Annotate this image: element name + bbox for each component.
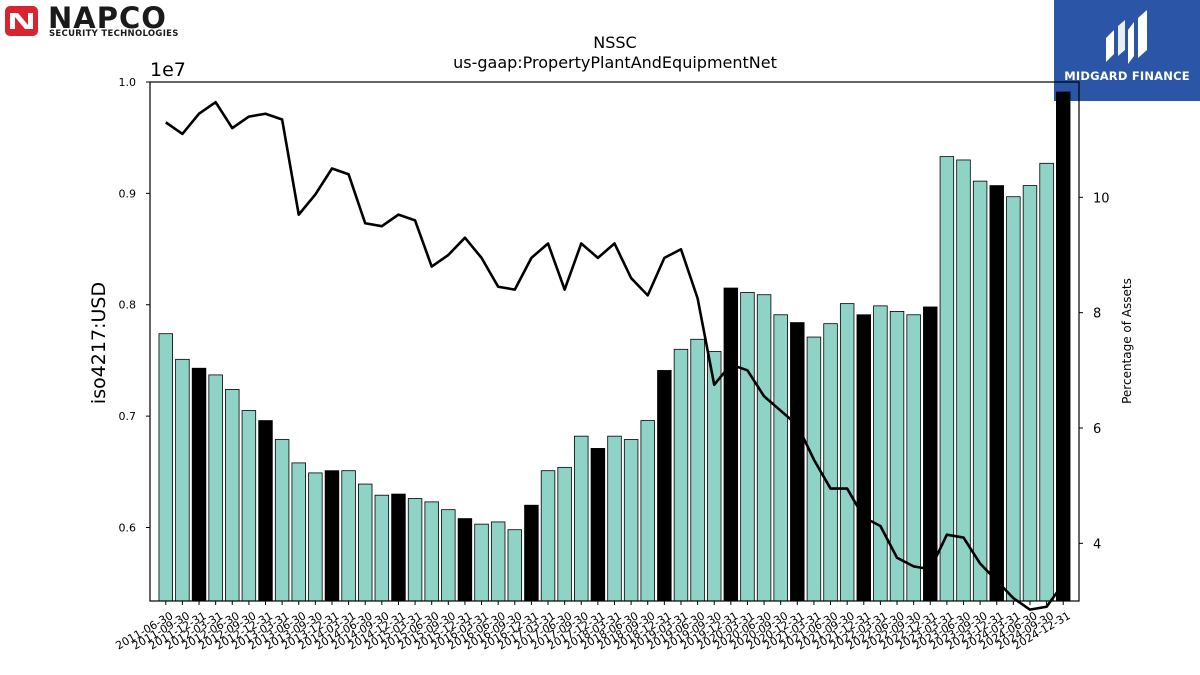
midgard-logo-icon [1106, 10, 1147, 64]
series-line [165, 100, 1065, 611]
napco-logo-icon [5, 6, 38, 36]
bar [574, 435, 589, 602]
chart-title: NSSC [593, 33, 636, 52]
bar [972, 180, 988, 602]
bar [241, 410, 257, 602]
bar [507, 529, 523, 602]
midgard-finance-text: MIDGARD FINANCE [1064, 69, 1190, 83]
bar [657, 370, 672, 602]
bar [823, 323, 838, 602]
bar [175, 358, 190, 602]
bar [590, 448, 606, 602]
bar [225, 388, 240, 602]
bar [474, 523, 489, 602]
bar [258, 420, 273, 602]
y2-tick-label: 6 [1093, 422, 1101, 437]
chart-subtitle: us-gaap:PropertyPlantAndEquipmentNet [453, 53, 777, 72]
company-name: NAPCO [48, 1, 167, 35]
bar [856, 314, 871, 602]
bar [773, 314, 788, 602]
bar [524, 504, 539, 602]
bar [324, 470, 340, 602]
bar [906, 314, 921, 602]
bar [623, 439, 639, 602]
bar [557, 466, 572, 602]
bar [208, 374, 223, 602]
bar [1039, 162, 1054, 602]
y2-tick-label: 8 [1093, 307, 1101, 322]
bar [756, 294, 772, 602]
y2-tick-label: 4 [1093, 537, 1101, 552]
bar [341, 470, 356, 602]
y-axis-offset-label: 1e7 [150, 59, 186, 81]
y-tick-label: 0.8 [119, 299, 137, 312]
bar [1022, 185, 1038, 602]
bar [291, 462, 306, 602]
bar [607, 435, 622, 602]
y-tick-label: 0.9 [119, 187, 137, 200]
bar [839, 303, 855, 602]
bar [357, 483, 373, 602]
bar [740, 292, 755, 602]
bar [873, 305, 888, 602]
bar [308, 472, 323, 602]
bar [374, 494, 390, 602]
company-logo: NAPCO SECURITY TECHNOLOGIES [4, 1, 210, 40]
bar [1056, 91, 1071, 602]
bar [1006, 196, 1021, 602]
bar [490, 521, 506, 602]
bar [191, 367, 207, 602]
bar [274, 439, 290, 602]
plot-frame [149, 81, 1080, 602]
midgard-finance-badge: MIDGARD FINANCE [1054, 0, 1200, 101]
bar [158, 333, 174, 602]
y2-axis-label: Percentage of Assets [1120, 278, 1134, 404]
y-tick-label: 1.0 [119, 76, 137, 89]
y-axis-label: iso4217:USD [88, 282, 110, 404]
bar [640, 420, 655, 602]
bar [956, 159, 971, 602]
bar [723, 287, 739, 602]
bar [391, 493, 406, 602]
bar [790, 322, 805, 602]
bar [707, 351, 722, 602]
bar [441, 509, 456, 602]
company-tagline: SECURITY TECHNOLOGIES [49, 29, 179, 39]
bar [673, 348, 689, 602]
y2-tick-label: 10 [1093, 191, 1110, 206]
bar [690, 338, 705, 602]
bar [424, 501, 439, 602]
y-tick-label: 0.7 [119, 410, 137, 423]
bar [457, 518, 473, 602]
bar [540, 470, 556, 602]
bar [407, 498, 423, 602]
bar [989, 185, 1004, 602]
y-tick-label: 0.6 [119, 521, 137, 534]
